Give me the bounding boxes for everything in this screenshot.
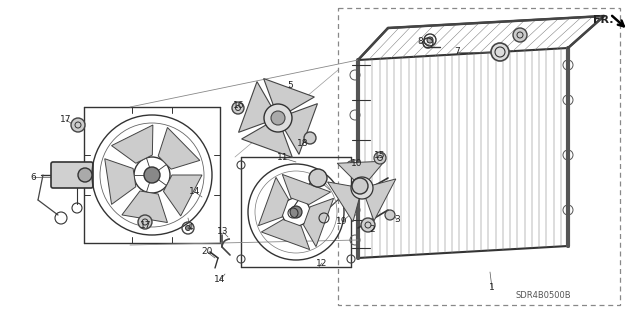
Circle shape <box>309 169 327 187</box>
Bar <box>338 8 620 305</box>
Polygon shape <box>158 128 200 169</box>
Polygon shape <box>264 78 314 112</box>
Circle shape <box>491 43 509 61</box>
Circle shape <box>138 215 152 229</box>
Circle shape <box>271 111 285 125</box>
Text: 11: 11 <box>277 153 289 162</box>
Polygon shape <box>337 161 385 181</box>
Circle shape <box>385 210 395 220</box>
Circle shape <box>144 167 160 183</box>
Text: FR.: FR. <box>593 15 613 25</box>
Polygon shape <box>284 104 317 154</box>
Text: 19: 19 <box>336 218 348 226</box>
Text: 4: 4 <box>187 224 193 233</box>
Polygon shape <box>242 124 292 158</box>
Polygon shape <box>122 191 168 223</box>
Text: 9: 9 <box>319 179 325 188</box>
Circle shape <box>427 37 433 43</box>
Polygon shape <box>163 175 202 216</box>
Circle shape <box>71 118 85 132</box>
Text: 10: 10 <box>351 159 363 167</box>
Text: SDR4B0500B: SDR4B0500B <box>515 291 571 300</box>
Circle shape <box>232 102 244 114</box>
Circle shape <box>304 132 316 144</box>
Polygon shape <box>111 125 153 163</box>
Text: 13: 13 <box>217 227 228 236</box>
Text: 12: 12 <box>316 258 328 268</box>
Polygon shape <box>328 182 360 222</box>
Text: 16: 16 <box>233 100 244 109</box>
Circle shape <box>513 28 527 42</box>
Polygon shape <box>303 198 333 247</box>
Circle shape <box>351 177 373 199</box>
FancyBboxPatch shape <box>51 162 93 188</box>
Text: 1: 1 <box>489 284 495 293</box>
Polygon shape <box>365 179 396 221</box>
Text: 17: 17 <box>140 220 152 229</box>
Text: 7: 7 <box>454 48 460 56</box>
Text: 5: 5 <box>287 81 293 91</box>
Text: 8: 8 <box>417 38 423 47</box>
Polygon shape <box>261 219 310 249</box>
Circle shape <box>78 168 92 182</box>
Text: 20: 20 <box>202 248 212 256</box>
Circle shape <box>264 104 292 132</box>
Text: 3: 3 <box>394 216 400 225</box>
Circle shape <box>186 226 191 231</box>
Circle shape <box>290 206 302 218</box>
Text: 17: 17 <box>60 115 72 124</box>
Text: 6: 6 <box>30 173 36 182</box>
Polygon shape <box>105 159 136 204</box>
Text: 14: 14 <box>189 188 201 197</box>
Polygon shape <box>259 177 289 226</box>
Polygon shape <box>282 174 331 204</box>
Text: 18: 18 <box>297 138 308 147</box>
Text: 14: 14 <box>214 276 226 285</box>
Polygon shape <box>239 82 272 132</box>
Circle shape <box>352 178 368 194</box>
Circle shape <box>361 218 375 232</box>
Text: 15: 15 <box>374 151 386 160</box>
Circle shape <box>374 152 386 164</box>
Text: 2: 2 <box>369 226 375 234</box>
